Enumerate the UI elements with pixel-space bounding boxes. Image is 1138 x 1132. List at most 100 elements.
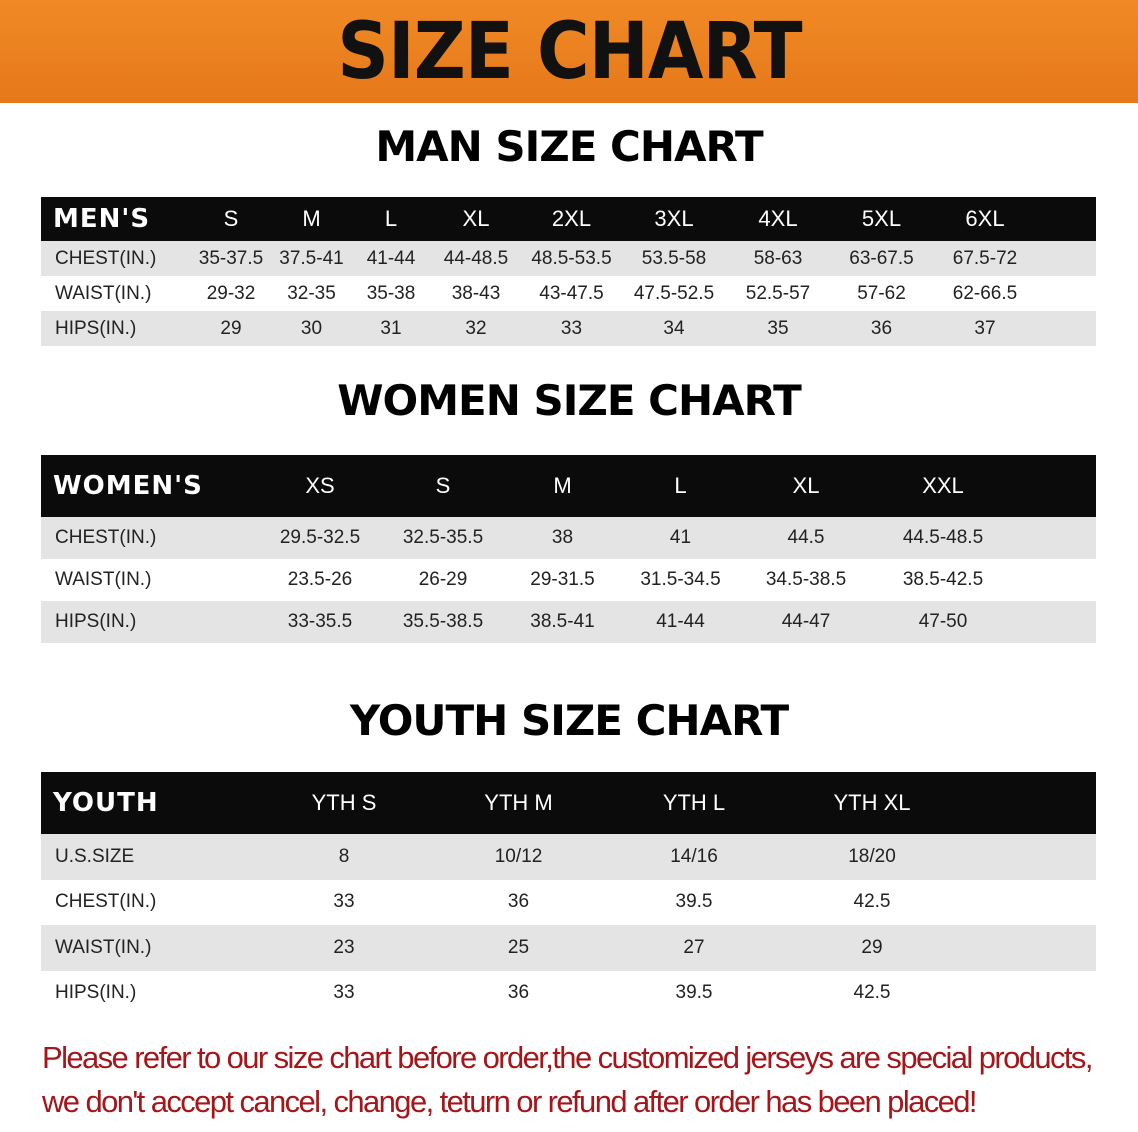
- men-table-row-cell: 47.5-52.5: [622, 276, 726, 311]
- men-table-row-cell: 67.5-72: [933, 241, 1037, 276]
- men-table-row-cell: 34: [622, 311, 726, 346]
- women-table-row-cell: 26-29: [382, 559, 504, 601]
- men-header-row: MEN'S S M L XL 2XL 3XL 4XL 5XL 6XL: [41, 197, 1096, 241]
- women-table-row-cell: 29-31.5: [504, 559, 621, 601]
- men-header-row-cell: 6XL: [933, 197, 1037, 241]
- men-table-row: WAIST(IN.) 29-32 32-35 35-38 38-43 43-47.5 47.…: [41, 276, 1096, 311]
- women-size-table: WOMEN'S XS S M L XL XXL CHEST(IN.) 29.5-32.5 32.5…: [41, 455, 1096, 643]
- notice-line-2: we don't accept cancel, change, teturn o…: [42, 1084, 978, 1119]
- men-table-row-label: WAIST(IN.): [41, 276, 190, 311]
- men-header-row-cell: 4XL: [726, 197, 830, 241]
- men-table-row-cell: 58-63: [726, 241, 830, 276]
- women-table-row-label: HIPS(IN.): [41, 601, 258, 643]
- order-notice: Please refer to our size chart before or…: [42, 1036, 1122, 1124]
- men-table-row-cell: 29-32: [190, 276, 272, 311]
- youth-table-row-cell: 42.5: [782, 970, 962, 1016]
- men-table-row: CHEST(IN.) 35-37.5 37.5-41 41-44 44-48.5 48.5…: [41, 241, 1096, 276]
- men-header-row-cell: L: [351, 197, 431, 241]
- men-table-row-label: HIPS(IN.): [41, 311, 190, 346]
- women-table-row-cell: [1014, 559, 1096, 601]
- women-table-row: WAIST(IN.) 23.5-26 26-29 29-31.5 31.5-34.5 34…: [41, 559, 1096, 601]
- women-table-row-cell: 47-50: [872, 601, 1014, 643]
- youth-table-row-cell: 36: [431, 970, 606, 1016]
- men-table-row-cell: 44-48.5: [431, 241, 521, 276]
- youth-table-row-cell: 36: [431, 879, 606, 925]
- women-table-row-cell: 38.5-41: [504, 601, 621, 643]
- youth-header-row-label: YOUTH: [41, 772, 257, 834]
- youth-table-row-cell: [962, 834, 1096, 880]
- women-header-row-cell: XXL: [872, 455, 1014, 517]
- men-table-row-cell: 63-67.5: [830, 241, 933, 276]
- youth-section-title: YOUTH SIZE CHART: [349, 696, 789, 745]
- men-table-row-cell: 36: [830, 311, 933, 346]
- men-header-row-cell: [1037, 197, 1096, 241]
- youth-table-row: CHEST(IN.) 33 36 39.5 42.5: [41, 879, 1096, 925]
- youth-table-row-cell: 39.5: [606, 970, 782, 1016]
- youth-table-row-cell: 23: [257, 925, 431, 971]
- men-header-row-cell: XL: [431, 197, 521, 241]
- youth-header-row-cell: YTH XL: [782, 772, 962, 834]
- women-header-row: WOMEN'S XS S M L XL XXL: [41, 455, 1096, 517]
- youth-table-row-cell: 18/20: [782, 834, 962, 880]
- women-header-row-cell: XS: [258, 455, 382, 517]
- men-table-row-cell: 43-47.5: [521, 276, 622, 311]
- men-header-row-label: MEN'S: [41, 197, 190, 241]
- women-table-row-label: WAIST(IN.): [41, 559, 258, 601]
- youth-header-row-cell: YTH L: [606, 772, 782, 834]
- youth-table-row-cell: 42.5: [782, 879, 962, 925]
- notice-line-1: Please refer to our size chart before or…: [42, 1040, 1093, 1075]
- youth-table-row-cell: 33: [257, 879, 431, 925]
- men-section-title: MAN SIZE CHART: [375, 122, 763, 171]
- youth-table-row-label: WAIST(IN.): [41, 925, 257, 971]
- women-table-row-cell: 32.5-35.5: [382, 517, 504, 559]
- men-table-row-cell: 35: [726, 311, 830, 346]
- title-banner: SIZE CHART: [0, 0, 1138, 103]
- women-table-row-cell: 41: [621, 517, 740, 559]
- youth-table-row-cell: 8: [257, 834, 431, 880]
- men-table-row-cell: 35-37.5: [190, 241, 272, 276]
- men-table-row-cell: 48.5-53.5: [521, 241, 622, 276]
- women-table-row-cell: 44-47: [740, 601, 872, 643]
- youth-header-row-cell: [962, 772, 1096, 834]
- women-table-row-cell: 23.5-26: [258, 559, 382, 601]
- youth-table-row: WAIST(IN.) 23 25 27 29: [41, 925, 1096, 971]
- men-header-row-cell: 2XL: [521, 197, 622, 241]
- women-table-row-cell: 33-35.5: [258, 601, 382, 643]
- youth-table-row-cell: 39.5: [606, 879, 782, 925]
- men-table-row-cell: [1037, 311, 1096, 346]
- women-table-row-cell: [1014, 517, 1096, 559]
- women-table-row-cell: 38: [504, 517, 621, 559]
- men-table-row-cell: 62-66.5: [933, 276, 1037, 311]
- men-table-row-cell: 37.5-41: [272, 241, 351, 276]
- youth-table-row-cell: 33: [257, 970, 431, 1016]
- women-table-row-cell: 34.5-38.5: [740, 559, 872, 601]
- youth-table-row-cell: 14/16: [606, 834, 782, 880]
- youth-header-row-cell: YTH M: [431, 772, 606, 834]
- women-table-row-cell: 44.5: [740, 517, 872, 559]
- men-table-row-cell: 38-43: [431, 276, 521, 311]
- men-table-row-label: CHEST(IN.): [41, 241, 190, 276]
- women-table-row-cell: [1014, 601, 1096, 643]
- youth-table-row-label: HIPS(IN.): [41, 970, 257, 1016]
- men-table-row-cell: 41-44: [351, 241, 431, 276]
- youth-table-row-cell: 10/12: [431, 834, 606, 880]
- youth-table-row-cell: [962, 970, 1096, 1016]
- youth-table-row-cell: 25: [431, 925, 606, 971]
- youth-table-row: U.S.SIZE 8 10/12 14/16 18/20: [41, 834, 1096, 880]
- men-header-row-cell: 5XL: [830, 197, 933, 241]
- youth-size-table: YOUTH YTH S YTH M YTH L YTH XL U.S.SIZE 8 10/12…: [41, 772, 1096, 1016]
- youth-header-row-cell: YTH S: [257, 772, 431, 834]
- men-header-row-cell: M: [272, 197, 351, 241]
- women-header-row-cell: XL: [740, 455, 872, 517]
- women-header-row-cell: [1014, 455, 1096, 517]
- women-table-row-label: CHEST(IN.): [41, 517, 258, 559]
- youth-table-row-cell: [962, 879, 1096, 925]
- men-table-row-cell: 52.5-57: [726, 276, 830, 311]
- women-header-row-cell: M: [504, 455, 621, 517]
- youth-table-row: HIPS(IN.) 33 36 39.5 42.5: [41, 970, 1096, 1016]
- men-table-row-cell: 57-62: [830, 276, 933, 311]
- women-table-row-cell: 35.5-38.5: [382, 601, 504, 643]
- men-table-row-cell: 35-38: [351, 276, 431, 311]
- men-table-row-cell: 53.5-58: [622, 241, 726, 276]
- page-title: SIZE CHART: [336, 6, 802, 97]
